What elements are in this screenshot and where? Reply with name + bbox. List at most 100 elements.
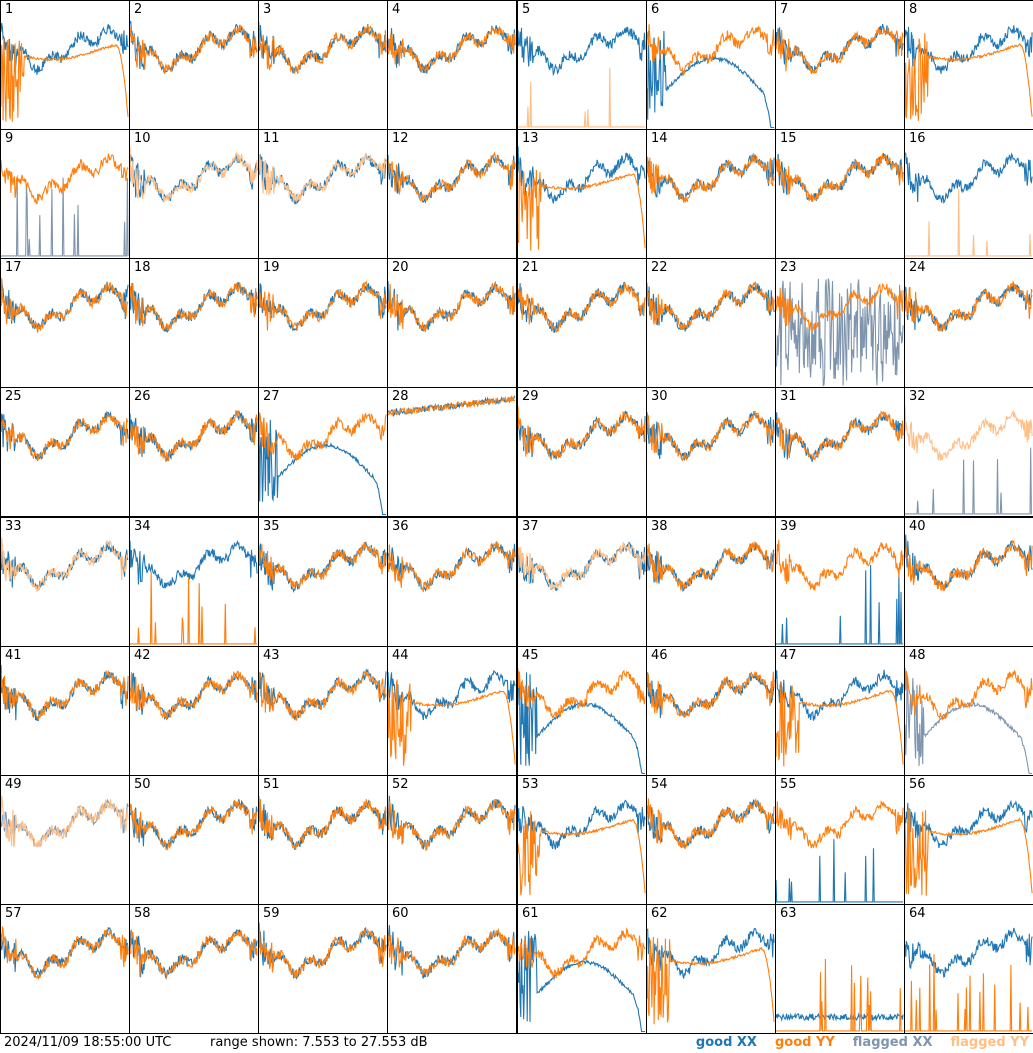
antenna-number: 16	[909, 131, 926, 146]
antenna-spectrum-plot	[905, 927, 1033, 1032]
antenna-spectrum-plot	[518, 146, 646, 251]
antenna-spectrum-plot	[259, 152, 387, 205]
xx-series-line	[776, 23, 904, 75]
antenna-tile: 41	[0, 646, 130, 776]
antenna-tile: 6	[646, 0, 776, 130]
antenna-tile: 52	[387, 775, 517, 905]
antenna-spectrum-plot	[905, 280, 1033, 332]
range-label: range shown: 7.553 to 27.553 dB	[210, 1035, 428, 1050]
antenna-tile: 18	[129, 258, 259, 388]
antenna-spectrum-plot	[259, 668, 387, 721]
antenna-spectrum-plot	[776, 669, 904, 767]
antenna-tile: 64	[904, 904, 1033, 1034]
yy-series-line	[388, 798, 516, 852]
antenna-tile: 61	[517, 904, 647, 1034]
legend-good-yy: good YY	[774, 1035, 835, 1050]
antenna-number: 18	[134, 260, 151, 275]
antenna-number: 64	[909, 906, 926, 921]
antenna-number: 47	[780, 648, 797, 663]
antenna-spectrum-plot	[518, 668, 646, 775]
antenna-number: 12	[392, 131, 409, 146]
yy-series-line	[518, 67, 646, 128]
antenna-tile: 53	[517, 775, 647, 905]
antenna-spectrum-plot	[388, 541, 516, 593]
xx-series-line	[905, 284, 1033, 332]
antenna-spectrum-plot	[388, 25, 516, 74]
antenna-tile: 17	[0, 258, 130, 388]
antenna-spectrum-plot	[259, 541, 387, 594]
antenna-number: 42	[134, 648, 151, 663]
xx-series-line	[518, 672, 646, 775]
xx-series-line	[776, 839, 904, 903]
xx-series-line	[905, 799, 1033, 849]
antenna-tile: 11	[258, 129, 388, 259]
yy-series-line	[776, 153, 904, 202]
xx-series-line	[259, 418, 387, 516]
antenna-number: 26	[134, 389, 151, 404]
yy-series-line	[647, 410, 775, 462]
antenna-number: 35	[263, 519, 280, 534]
antenna-number: 4	[392, 2, 401, 17]
yy-series-line	[905, 280, 1033, 332]
antenna-spectrum-plot	[130, 146, 258, 203]
antenna-tile: 54	[646, 775, 776, 905]
antenna-tile: 40	[904, 517, 1033, 647]
antenna-tile: 55	[775, 775, 905, 905]
yy-series-line	[518, 542, 646, 590]
antenna-number: 46	[651, 648, 668, 663]
antenna-number: 13	[522, 131, 539, 146]
antenna-number: 40	[909, 519, 926, 534]
antenna-number: 38	[651, 519, 668, 534]
antenna-tile: 35	[258, 517, 388, 647]
antenna-number: 39	[780, 519, 797, 534]
antenna-number: 10	[134, 131, 151, 146]
antenna-tile: 28	[387, 387, 517, 517]
antenna-spectrum-plot	[647, 410, 775, 462]
xx-series-line	[130, 20, 258, 73]
antenna-number: 7	[780, 2, 789, 17]
antenna-spectrum-plot	[905, 25, 1033, 121]
antenna-number: 19	[263, 260, 280, 275]
yy-series-line	[905, 405, 1033, 461]
xx-series-line	[905, 927, 1033, 978]
antenna-tile: 45	[517, 646, 647, 776]
antenna-number: 54	[651, 777, 668, 792]
xx-series-line	[518, 799, 646, 850]
yy-series-line	[776, 410, 904, 461]
antenna-tile: 39	[775, 517, 905, 647]
yy-series-line	[776, 958, 904, 1032]
yy-series-line	[259, 412, 387, 461]
yy-series-line	[905, 954, 1033, 1032]
yy-series-line	[259, 796, 387, 850]
yy-series-line	[518, 811, 646, 896]
yy-series-line	[259, 542, 387, 589]
yy-series-line	[1, 153, 129, 205]
antenna-spectrum-plot	[130, 539, 258, 645]
xx-series-line	[905, 447, 1033, 515]
yy-series-line	[776, 539, 904, 591]
antenna-tile: 24	[904, 258, 1033, 388]
antenna-tile: 38	[646, 517, 776, 647]
xx-series-line	[905, 675, 1033, 775]
antenna-tile: 14	[646, 129, 776, 259]
yy-series-line	[1, 37, 129, 122]
antenna-tile: 29	[517, 387, 647, 517]
antenna-number: 48	[909, 648, 926, 663]
antenna-spectrum-plot	[776, 278, 904, 387]
antenna-spectrum-plot	[905, 405, 1033, 515]
yy-series-line	[905, 33, 1033, 121]
antenna-spectrum-plot	[259, 22, 387, 75]
legend-flagged-xx: flagged XX	[852, 1035, 933, 1050]
antenna-tile: 51	[258, 775, 388, 905]
antenna-spectrum-plot	[647, 281, 775, 332]
antenna-number: 45	[522, 648, 539, 663]
antenna-tile: 25	[0, 387, 130, 517]
yy-series-line	[647, 24, 775, 76]
antenna-spectrum-plot	[776, 800, 904, 903]
antenna-spectrum-plot	[388, 925, 516, 979]
xx-series-line	[1, 177, 129, 257]
yy-series-line	[259, 928, 387, 979]
yy-series-line	[647, 671, 775, 718]
legend-good-xx: good XX	[695, 1035, 757, 1050]
antenna-number: 33	[5, 519, 22, 534]
